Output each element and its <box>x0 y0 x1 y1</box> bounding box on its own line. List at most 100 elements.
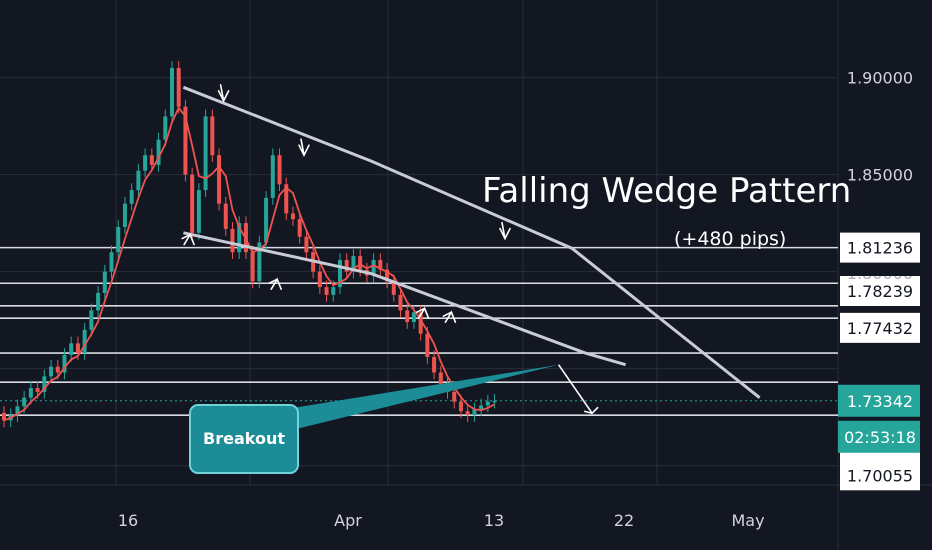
time-tick-label: May <box>731 511 764 530</box>
candle-body <box>35 388 40 392</box>
candle-body <box>223 203 228 229</box>
candle-body <box>62 355 67 373</box>
candle-body <box>55 366 60 373</box>
candle-body <box>129 190 134 204</box>
candle-body <box>109 252 114 272</box>
time-axis[interactable]: 16 Apr 13 22 May <box>118 511 765 530</box>
candle-body <box>297 219 302 237</box>
time-tick-label: 22 <box>614 511 634 530</box>
candle-body <box>190 174 195 233</box>
horizontal-levels <box>0 246 838 416</box>
candle-body <box>277 155 282 185</box>
candle-body <box>331 287 336 295</box>
candle-body <box>203 116 208 191</box>
annotations: Falling Wedge Pattern (+480 pips) <box>482 171 851 250</box>
candle-body <box>49 366 54 377</box>
candle-body <box>116 226 121 253</box>
candle-body <box>391 281 396 295</box>
candle-body <box>425 333 430 357</box>
candle-body <box>485 401 490 406</box>
candle-body <box>210 116 215 156</box>
candle-body <box>465 411 470 416</box>
candle-body <box>264 197 269 243</box>
price-label-box <box>840 460 920 491</box>
price-label-box <box>840 276 920 306</box>
arrow-up-icon <box>442 310 457 323</box>
candle-body <box>163 116 168 140</box>
callout-pointer <box>268 364 559 430</box>
time-tick-label: Apr <box>334 511 362 530</box>
candle-body <box>122 203 127 227</box>
candle-body <box>338 259 342 288</box>
candle-body <box>2 412 6 421</box>
price-tick-label: 1.90000 <box>847 69 913 88</box>
candle-body <box>344 259 349 272</box>
breakout-callout: Breakout <box>189 364 559 474</box>
candle-body <box>89 310 94 330</box>
chart-title: Falling Wedge Pattern <box>482 171 851 211</box>
candle-body <box>284 184 289 214</box>
candle-body <box>42 376 47 392</box>
candle-body <box>156 139 161 165</box>
candle-body <box>69 343 74 356</box>
candle-body <box>405 310 410 323</box>
callout-box <box>189 404 299 474</box>
countdown-box <box>838 420 920 453</box>
touch-arrows <box>181 84 599 415</box>
candle-body <box>170 67 174 117</box>
candle-body <box>15 406 20 416</box>
price-tick-label-overlapped: 1.80000 <box>847 264 913 283</box>
price-tick-label: 1.77432 <box>847 319 913 338</box>
candle-body <box>358 256 363 270</box>
candle-body <box>176 67 181 107</box>
chart-subtitle: (+480 pips) <box>674 228 786 250</box>
candle-body <box>432 356 437 373</box>
candle-body <box>371 259 376 276</box>
wedge-lower-line <box>183 231 627 367</box>
price-tick-label: 1.81236 <box>847 239 913 258</box>
candle-body <box>317 271 322 288</box>
candle-body <box>136 170 141 191</box>
falling-wedge-lines <box>182 85 761 399</box>
candle-body <box>452 391 457 402</box>
breakout-arrow-shaft <box>557 364 593 414</box>
candle-body <box>96 292 101 311</box>
candle-body <box>143 155 148 171</box>
candle-body <box>351 256 356 272</box>
price-label-box <box>840 232 920 263</box>
candle-body <box>250 252 255 282</box>
candle-body <box>28 388 33 398</box>
candle-body <box>102 271 107 293</box>
candle-body <box>230 228 235 253</box>
candle-body <box>237 223 242 253</box>
candle-body <box>82 329 87 354</box>
wedge-upper-line <box>182 85 761 399</box>
price-tick-label: 1.85000 <box>847 166 913 185</box>
candle-body <box>324 287 329 295</box>
arrow-down-icon <box>499 221 511 241</box>
current-price-box <box>838 384 920 417</box>
arrow-up-icon <box>415 306 430 320</box>
candle-body <box>411 312 416 323</box>
arrow-up-icon <box>268 277 282 290</box>
candle-body <box>196 190 201 233</box>
price-tick-label: 1.78239 <box>847 282 913 301</box>
price-tick-label: 1.70055 <box>847 466 913 485</box>
arrow-down-icon <box>298 138 310 157</box>
price-axis[interactable]: 1.900001.850001.812361.782391.774321.721… <box>838 69 920 491</box>
breakout-arrow-head <box>583 406 599 415</box>
price-label-box <box>840 312 920 343</box>
candle-body <box>75 343 80 354</box>
candle-body <box>479 405 484 410</box>
arrow-up-icon <box>181 232 195 246</box>
time-tick-label: 16 <box>118 511 138 530</box>
candle-body <box>492 400 497 403</box>
countdown-label: 02:53:18 <box>844 428 916 447</box>
time-tick-label: 13 <box>484 511 504 530</box>
candle-body <box>257 242 262 282</box>
candle-body <box>385 269 390 282</box>
callout-label: Breakout <box>203 429 285 448</box>
candle-body <box>458 401 463 412</box>
